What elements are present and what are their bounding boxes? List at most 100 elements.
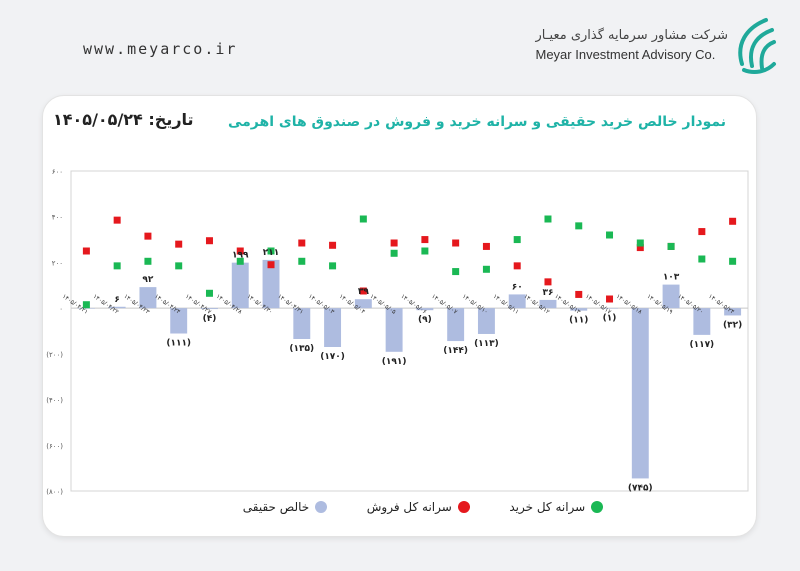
buy-marker <box>390 249 398 257</box>
buy-marker <box>329 262 337 270</box>
sell-marker <box>698 228 706 236</box>
net-data-label: (۱۱) <box>569 316 588 326</box>
buy-marker <box>421 247 429 255</box>
sell-marker <box>421 236 429 244</box>
net-data-label: ۶۰ <box>512 282 523 292</box>
x-tick-label: ۱۴۰۵/۰۴/۳۱ <box>276 293 304 316</box>
legend-sell-label: سرانه کل فروش <box>366 500 452 514</box>
y-tick-label: (۶۰۰) <box>46 442 63 450</box>
legend-item-buy: سرانه کل خرید <box>509 500 604 514</box>
legend-item-sell: سرانه کل فروش <box>367 500 470 514</box>
chart-area: ۶۰۰۴۰۰۲۰۰۰(۲۰۰)(۴۰۰)(۶۰۰)(۸۰۰)۱۴۰۵/۰۴/۲۱… <box>46 168 749 496</box>
net-bar <box>477 308 495 334</box>
net-data-label: ۱۰۳ <box>663 273 680 283</box>
buy-marker <box>452 268 460 276</box>
y-tick-label: (۲۰۰) <box>46 351 63 359</box>
net-bar <box>447 308 465 342</box>
sell-marker <box>144 232 152 240</box>
buy-marker <box>267 247 275 255</box>
net-data-label: ۱۹۹ <box>232 251 249 261</box>
net-data-label: ۳۶ <box>542 288 553 298</box>
x-tick-label: ۱۴۰۵/۰۵/۱۰ <box>461 293 489 316</box>
net-bar <box>508 294 526 309</box>
sell-marker <box>544 278 552 286</box>
net-data-label: ۹۲ <box>142 275 153 285</box>
buy-marker <box>729 257 737 265</box>
net-data-label: (۱۳۵) <box>289 344 314 354</box>
y-tick-label: ۶۰۰ <box>52 168 63 176</box>
chart-title: نمودار خالص خرید حقیقی و سرانه خرید و فر… <box>227 114 726 130</box>
net-data-label: ۳۹ <box>358 287 369 297</box>
net-bar <box>570 308 588 311</box>
net-bar <box>693 308 711 335</box>
net-bar <box>77 308 95 309</box>
net-data-label: (۱۱۱) <box>166 339 191 349</box>
net-bar <box>231 262 249 309</box>
x-tick-label: ۱۴۰۵/۰۵/۲۴ <box>707 293 735 316</box>
sell-marker <box>390 239 398 247</box>
chart-card: نمودار خالص خرید حقیقی و سرانه خرید و فر… <box>42 95 757 537</box>
sell-marker <box>606 295 614 303</box>
buy-marker <box>175 262 183 270</box>
y-tick-label: ۴۰۰ <box>52 214 63 222</box>
sell-marker <box>513 262 521 270</box>
buy-marker <box>298 257 306 265</box>
net-bar <box>601 308 618 309</box>
website-url[interactable]: www.meyarco.ir <box>83 40 238 58</box>
sell-marker <box>236 247 244 255</box>
y-tick-label: ۰ <box>59 305 63 313</box>
sell-marker <box>267 261 275 269</box>
buy-marker <box>82 301 90 309</box>
buy-marker <box>482 265 490 273</box>
x-tick-label: ۱۴۰۵/۰۵/۱۸ <box>615 293 644 316</box>
x-tick-label: ۱۴۰۵/۰۵/۲۰ <box>676 293 704 316</box>
chart-legend: سرانه کل خرید سرانه کل فروش خالص حقیقی <box>223 500 623 514</box>
company-name-en: Meyar Investment Advisory Co. <box>535 47 716 62</box>
legend-sell-swatch <box>457 501 470 513</box>
sell-marker <box>636 244 644 252</box>
x-tick-label: ۱۴۰۵/۰۴/۲۴ <box>153 293 181 316</box>
net-bar <box>324 308 342 347</box>
company-brand: شرکت مشاور سرمایه گذاری معیـار Meyar Inv… <box>536 28 729 62</box>
legend-buy-label: سرانه کل خرید <box>509 500 586 514</box>
y-tick-label: (۴۰۰) <box>46 397 63 405</box>
y-tick-label: ۲۰۰ <box>52 259 63 267</box>
buy-marker <box>205 289 213 297</box>
buy-marker <box>113 262 121 270</box>
net-bar <box>170 308 188 334</box>
net-data-label: ۶ <box>114 295 120 305</box>
x-tick-label: ۱۴۰۵/۰۵/۰۵ <box>369 293 397 316</box>
sell-marker <box>113 216 121 224</box>
company-name-fa: شرکت مشاور سرمایه گذاری معیـار <box>535 28 729 43</box>
net-data-label: (۷۴۵) <box>628 483 653 493</box>
net-bar <box>262 259 280 309</box>
net-data-label: (۱۱۷) <box>689 340 714 350</box>
net-bar <box>108 306 126 309</box>
sell-marker <box>329 241 337 249</box>
x-tick-label: ۱۴۰۵/۰۵/۰۷ <box>430 293 459 316</box>
net-bar <box>293 308 311 339</box>
net-bar <box>539 299 557 309</box>
net-data-label: (۱۹۱) <box>382 357 407 367</box>
sell-marker <box>298 239 306 247</box>
net-data-label: (۱۴۴) <box>443 346 468 356</box>
sell-marker <box>482 242 490 250</box>
net-bar <box>385 308 403 352</box>
net-data-label: (۱۷۰) <box>320 352 345 362</box>
net-data-label: (۳۲) <box>723 320 742 330</box>
x-tick-label: ۱۴۰۵/۰۵/۰۶ <box>399 293 427 316</box>
net-bar <box>354 299 372 309</box>
net-bar <box>662 284 680 309</box>
legend-item-net: خالص حقیقی <box>243 500 328 514</box>
net-data-label: (۱۱۳) <box>474 339 499 349</box>
buy-marker <box>144 257 152 265</box>
x-tick-label: ۱۴۰۵/۰۵/۰۳ <box>307 293 336 316</box>
buy-marker <box>606 231 614 239</box>
buy-marker <box>698 255 706 263</box>
net-bar <box>201 308 218 310</box>
buy-marker <box>359 215 367 223</box>
sell-marker <box>729 217 737 225</box>
net-bar <box>631 308 649 479</box>
net-bar <box>416 308 434 311</box>
sell-marker <box>575 290 583 298</box>
